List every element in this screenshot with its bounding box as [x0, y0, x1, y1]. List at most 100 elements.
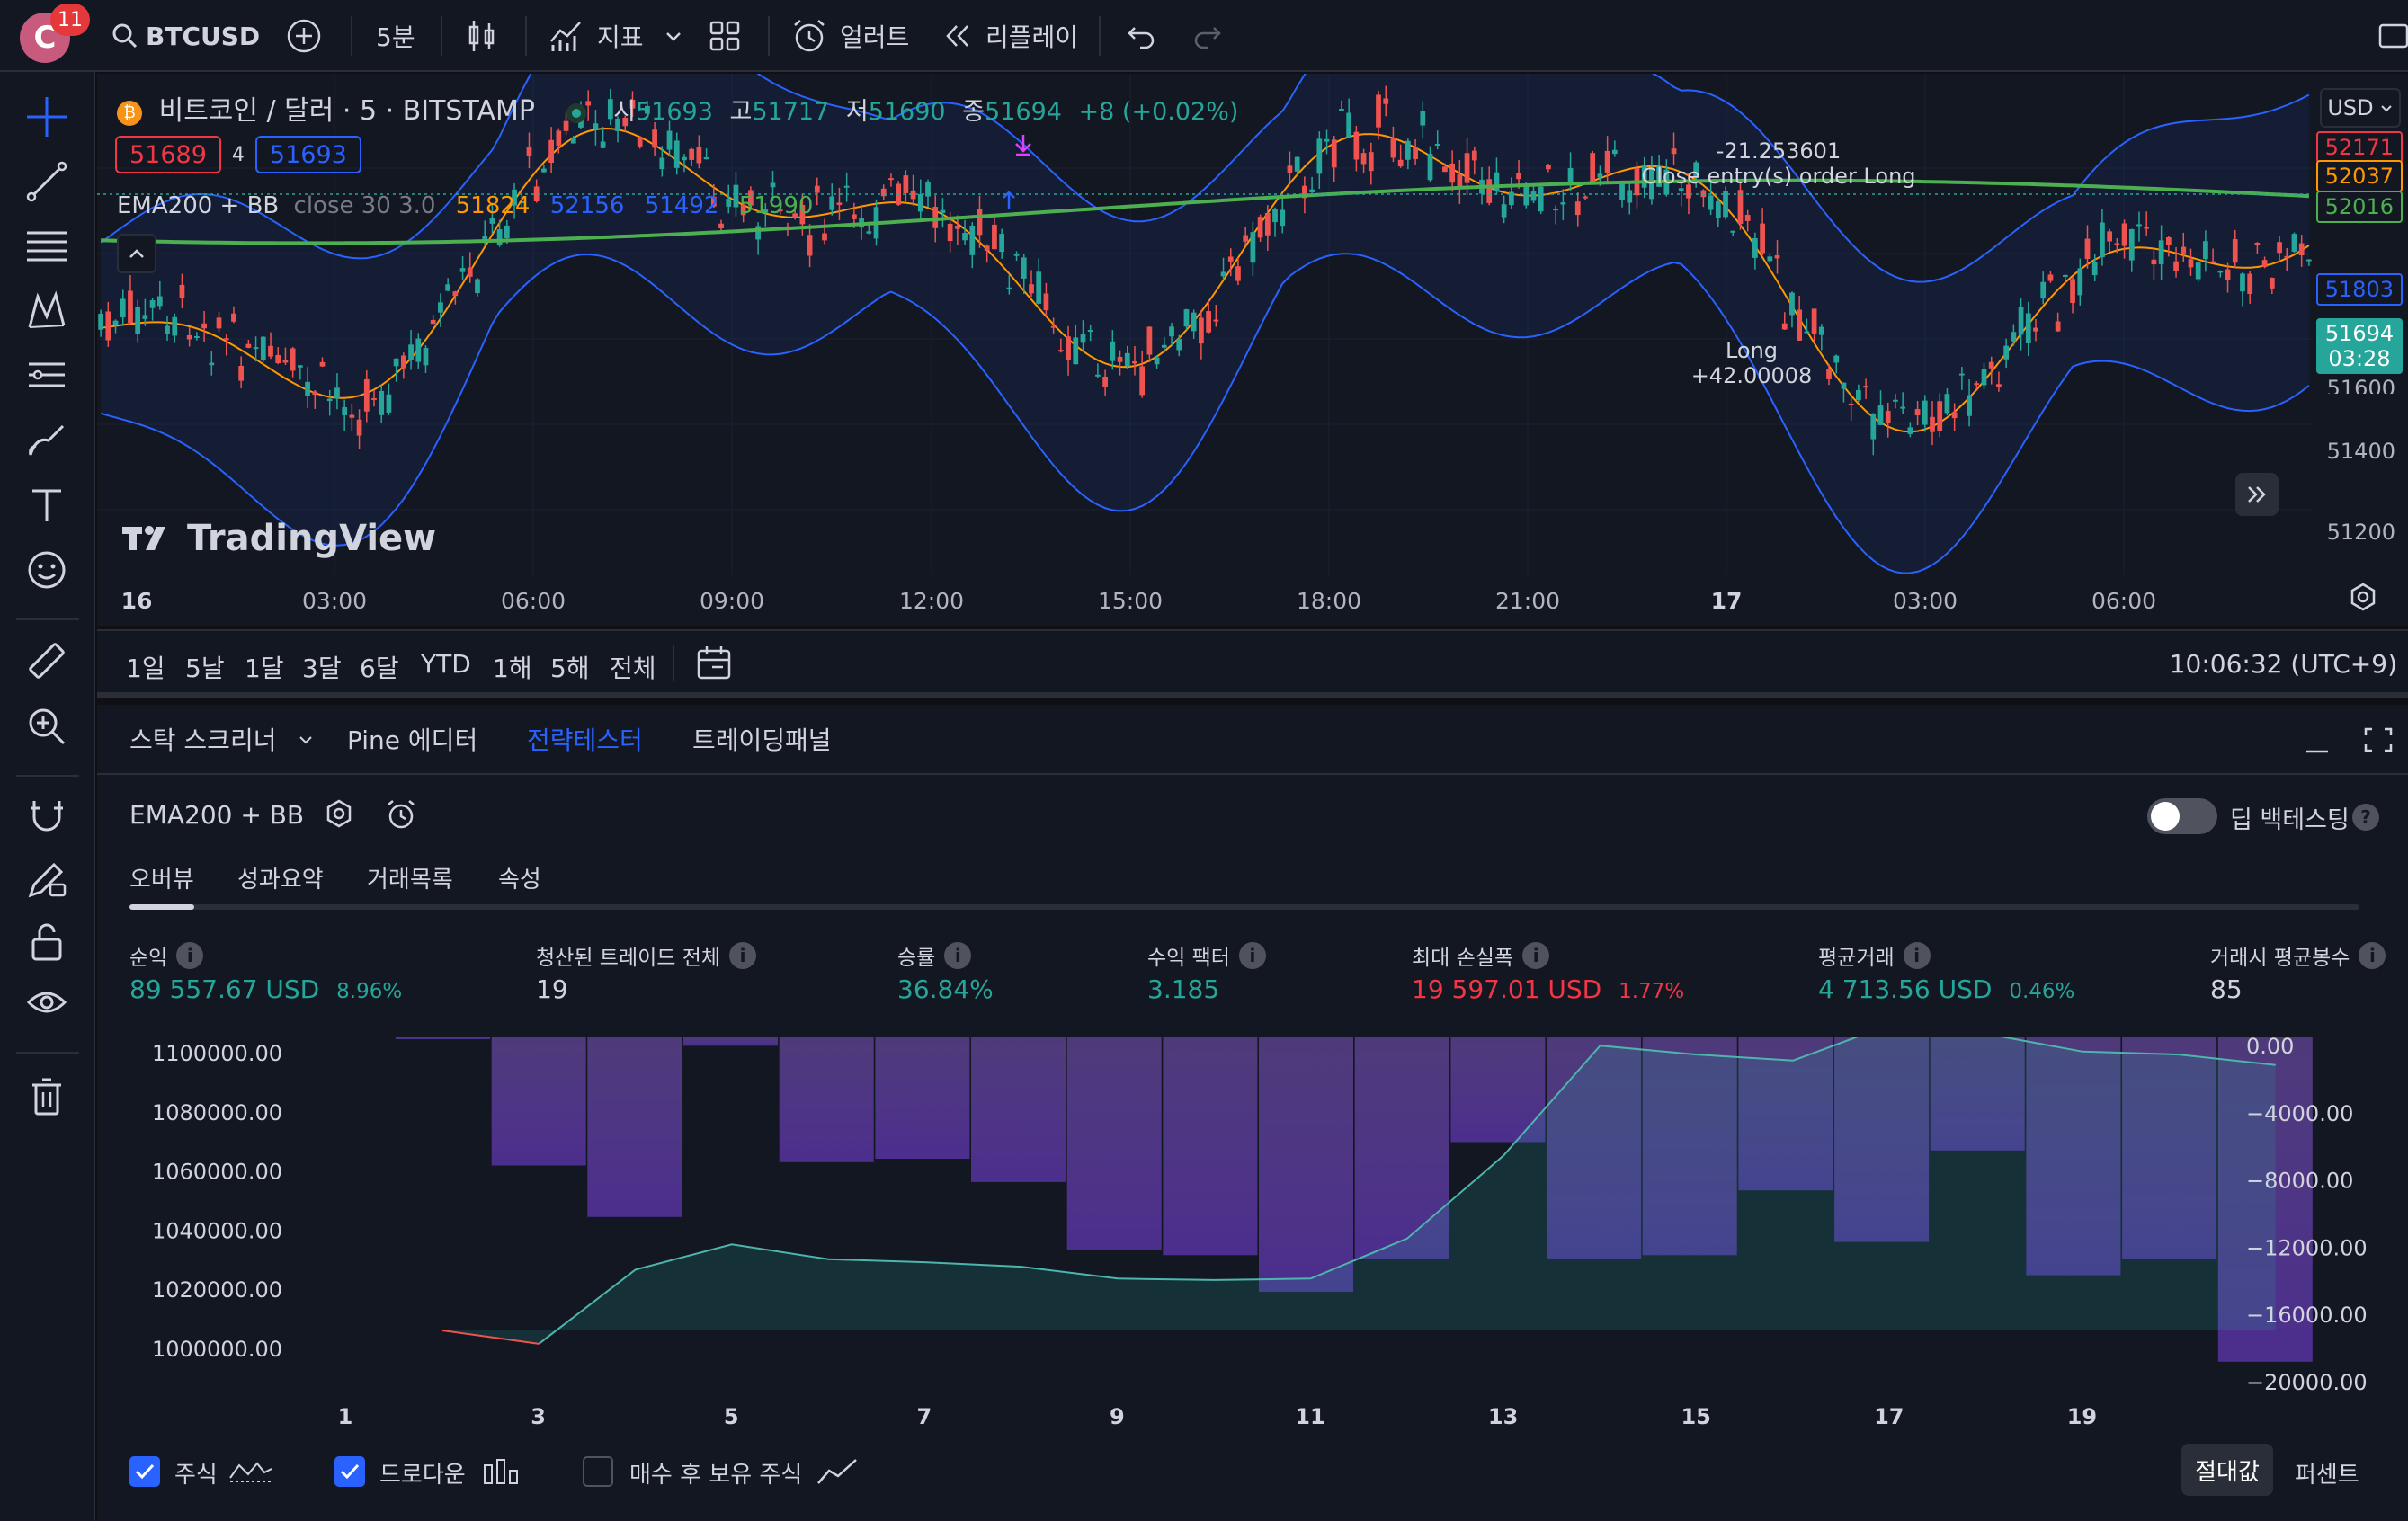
panel-toggle-button[interactable] [2377, 0, 2408, 72]
strategy-alert-button[interactable] [385, 798, 417, 834]
range-ytd[interactable]: YTD [421, 649, 471, 679]
info-icon[interactable]: i [729, 942, 757, 969]
buy-button[interactable]: 51693 [254, 136, 361, 173]
info-icon[interactable]: i [2359, 942, 2386, 969]
crosshair-tool[interactable] [22, 92, 72, 142]
symbol-legend[interactable]: ₿ 비트코인 / 달러 · 5 · BITSTAMP 시51693 고51717… [117, 88, 1238, 128]
tab-strategy-tester[interactable]: 전략테스터 [527, 725, 643, 755]
chart-settings-button[interactable] [2349, 583, 2377, 615]
indicators-button[interactable]: 지표 [548, 0, 644, 72]
scroll-to-realtime-button[interactable] [2235, 473, 2279, 516]
range-6m[interactable]: 6달 [360, 654, 399, 683]
candle-body [1671, 148, 1677, 155]
magnet-tool[interactable] [22, 791, 72, 841]
toolbar-divider [16, 618, 79, 620]
range-5d[interactable]: 5날 [185, 654, 225, 683]
range-1d[interactable]: 1일 [126, 654, 165, 683]
equity-chart[interactable]: 1100000.00 1080000.00 1060000.00 1040000.00… [97, 1037, 2408, 1433]
time-axis[interactable]: 16 03:00 06:00 09:00 12:00 15:00 18:00 2… [97, 575, 2313, 626]
equity-checkbox[interactable] [129, 1456, 160, 1487]
lock-drawings-tool[interactable] [22, 917, 72, 967]
text-tool[interactable] [22, 480, 72, 530]
strategy-settings-button[interactable] [324, 798, 354, 832]
tab-stock-screener[interactable]: 스탁 스크리너 [129, 721, 315, 757]
goto-date-button[interactable] [696, 644, 732, 685]
subtab-overview[interactable]: 오버뷰 [129, 867, 194, 894]
emoji-tool[interactable] [22, 545, 72, 595]
help-button[interactable]: ? [2352, 804, 2379, 831]
remove-drawings-tool[interactable] [22, 1072, 72, 1122]
stat-winrate-label: 승률 i [897, 940, 972, 971]
collapse-legend-button[interactable] [117, 234, 156, 273]
candle-body [1826, 369, 1832, 379]
candle-body [1132, 360, 1137, 364]
drawdown-axis-tick: −12000.00 [2246, 1235, 2368, 1260]
range-3m[interactable]: 3달 [302, 654, 342, 683]
tab-trading-panel[interactable]: 트레이딩패널 [692, 725, 832, 755]
range-1y[interactable]: 1해 [493, 654, 532, 683]
chart-type-button[interactable] [466, 0, 498, 72]
interval-button[interactable]: 5분 [376, 0, 415, 72]
buy-hold-checkbox[interactable] [583, 1456, 613, 1487]
compare-symbol-button[interactable] [286, 0, 322, 72]
info-icon[interactable]: i [1903, 942, 1931, 969]
candle-body [1146, 326, 1153, 355]
forecast-tool[interactable] [22, 351, 72, 401]
brush-tool[interactable] [22, 415, 72, 466]
candle-body [940, 209, 946, 213]
candle-body [1818, 326, 1824, 335]
candle-body [2195, 262, 2201, 280]
stat-max-drawdown: 19 597.01 USD 1.77% [1412, 974, 1685, 1004]
range-1m[interactable]: 1달 [245, 654, 284, 683]
minimize-panel-button[interactable] [2304, 730, 2331, 760]
sell-button[interactable]: 51689 [115, 136, 221, 173]
eye-icon [26, 992, 67, 1013]
time-label: 09:00 [699, 588, 765, 614]
candle-body [792, 213, 798, 218]
candle-body [305, 381, 310, 396]
deep-backtest-toggle[interactable] [2147, 798, 2217, 834]
currency-selector[interactable]: USD [2320, 88, 2401, 128]
range-all[interactable]: 전체 [610, 654, 656, 683]
measure-tool[interactable] [22, 636, 72, 687]
ohlc-open: 시51693 [613, 98, 713, 126]
pattern-tool[interactable] [22, 286, 72, 336]
candle-body [445, 284, 451, 291]
subtab-performance[interactable]: 성과요약 [237, 867, 324, 894]
fib-tool[interactable] [22, 221, 72, 271]
range-5y[interactable]: 5해 [550, 654, 590, 683]
clock-timezone[interactable]: 10:06:32 (UTC+9) [2169, 649, 2397, 679]
hide-drawings-tool[interactable] [22, 980, 72, 1030]
undo-button[interactable] [1126, 0, 1156, 72]
replay-button[interactable]: 리플레이 [942, 0, 1078, 72]
candle-body [1287, 165, 1293, 173]
stat-winrate: 36.84% [897, 974, 994, 1004]
info-icon[interactable]: i [1522, 942, 1550, 969]
absolute-mode-button[interactable]: 절대값 [2181, 1444, 2273, 1496]
tab-pine-editor[interactable]: Pine 에디터 [347, 725, 478, 755]
subtab-properties[interactable]: 속성 [498, 867, 541, 894]
trend-line-tool[interactable] [22, 156, 72, 207]
drawdown-checkbox[interactable] [334, 1456, 365, 1487]
stat-avg-trade: 4 713.56 USD 0.46% [1818, 974, 2075, 1004]
indicator-legend[interactable]: EMA200 + BB close 30 3.0 51824 52156 514… [117, 192, 813, 219]
layout-button[interactable] [709, 0, 741, 72]
alert-button[interactable]: 얼러트 [791, 0, 909, 72]
toolbar-divider [768, 16, 770, 56]
info-icon[interactable]: i [176, 942, 204, 969]
info-icon[interactable]: i [944, 942, 972, 969]
percent-mode-button[interactable]: 퍼센트 [2295, 1462, 2359, 1489]
candle-body [1235, 266, 1241, 281]
redo-button[interactable] [1192, 0, 1223, 72]
subtab-trades[interactable]: 거래목록 [367, 867, 453, 894]
indicators-dropdown[interactable] [664, 0, 683, 72]
info-icon[interactable]: i [1238, 942, 1266, 969]
candle-body [194, 335, 200, 338]
price-chart[interactable]: ₿ 비트코인 / 달러 · 5 · BITSTAMP 시51693 고51717… [97, 74, 2408, 626]
stay-drawing-tool[interactable] [22, 854, 72, 904]
maximize-panel-button[interactable] [2363, 725, 2394, 759]
symbol-search-button[interactable]: BTCUSD [111, 0, 260, 72]
zoom-tool[interactable] [22, 701, 72, 752]
price-axis[interactable]: USD 52171 52037 52016 51803 51694 03:28 … [2313, 74, 2408, 626]
candle-body [1848, 403, 1854, 405]
